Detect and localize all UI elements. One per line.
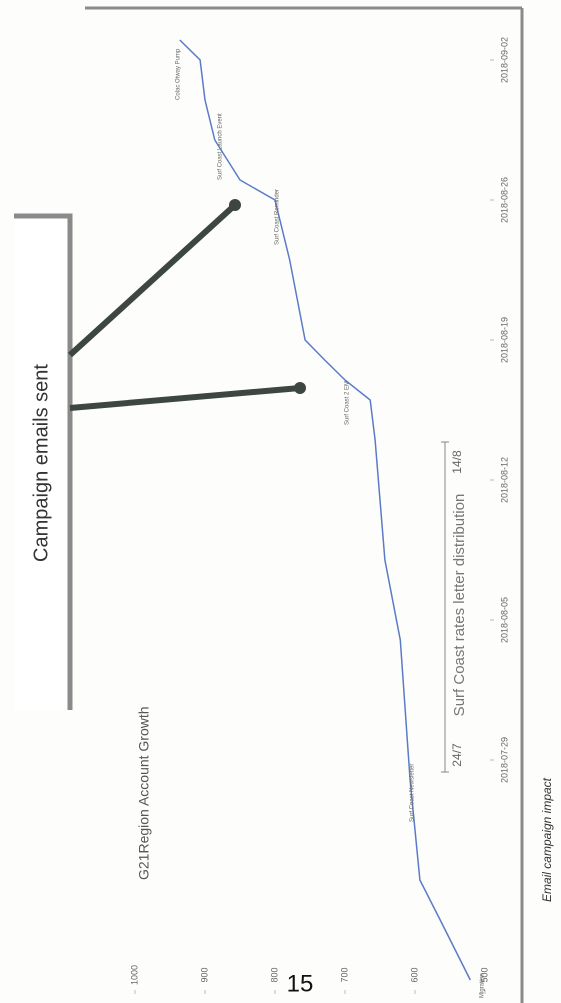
- annotation: Surf Coast Launch Event: [218, 113, 224, 180]
- callout-text: Campaign emails sent: [30, 364, 52, 562]
- x-tick-label: 2018-08-05: [499, 597, 509, 643]
- callout-pointer: [67, 202, 238, 358]
- x-tick-label: 2018-09-02: [499, 37, 509, 83]
- annotation: Surf Coast Newsletter: [410, 764, 416, 822]
- callout-dot: [229, 199, 241, 211]
- x-tick-label: 2018-08-12: [499, 457, 509, 503]
- annotation: Surf Coast 2 EM: [345, 381, 351, 425]
- y-tick-label: 500: [479, 967, 489, 982]
- x-tick-label: 2018-07-29: [499, 737, 509, 783]
- callout-pointer: [69, 385, 301, 411]
- range-label: Surf Coast rates letter distribution: [451, 494, 468, 717]
- x-tick-label: 2018-08-19: [499, 317, 509, 363]
- callout-border: [14, 213, 73, 710]
- y-tick-label: 800: [269, 967, 279, 982]
- chart-title: G21Region Account Growth: [136, 706, 152, 880]
- callout-box: [14, 216, 70, 710]
- page-number: 15: [287, 970, 314, 997]
- annotation: Colac Otway Pump: [176, 48, 182, 100]
- annotation: Surf Coast Reminder: [275, 189, 281, 245]
- y-tick-label: 1000: [129, 965, 139, 985]
- data-line: [179, 39, 471, 981]
- annotation: Migration: [480, 973, 486, 998]
- range-start-label: 24/7: [450, 743, 464, 767]
- y-tick-label: 900: [199, 967, 209, 982]
- y-tick-label: 700: [339, 967, 349, 982]
- callout-dot: [294, 382, 306, 394]
- y-tick-label: 600: [409, 967, 419, 982]
- caption: Email campaign impact: [540, 777, 554, 902]
- range-end-label: 14/8: [450, 450, 464, 474]
- x-tick-label: 2018-08-26: [499, 177, 509, 223]
